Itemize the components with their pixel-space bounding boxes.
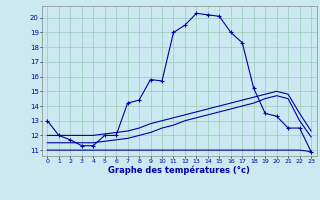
X-axis label: Graphe des températures (°c): Graphe des températures (°c) [108, 165, 250, 175]
